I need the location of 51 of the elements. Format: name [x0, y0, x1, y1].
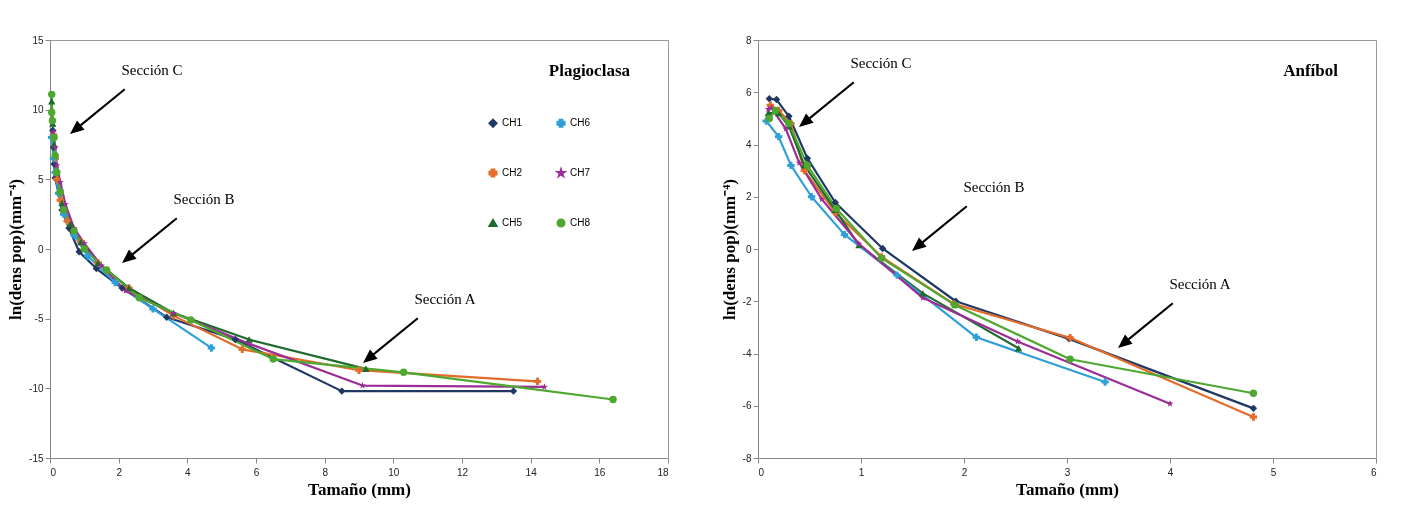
x-tick-label: 5	[1270, 466, 1277, 478]
y-tick-label: 0	[37, 243, 44, 255]
x-tick-label: 10	[388, 466, 400, 478]
y-axis-title: ln(dens pop)(mm⁻⁴)	[719, 179, 739, 320]
y-tick-label: 4	[745, 139, 752, 150]
x-tick-label: 1	[858, 466, 865, 478]
y-tick-label: -15	[29, 452, 44, 464]
y-tick-label: 2	[745, 191, 752, 203]
y-tick-label: -6	[742, 400, 752, 412]
y-tick-label: -8	[742, 452, 752, 464]
y-tick-label: -2	[742, 295, 752, 307]
x-tick-label: 0	[758, 466, 765, 478]
x-tick-label: 18	[657, 466, 669, 478]
x-tick-label: 14	[525, 466, 538, 478]
x-tick-label: 2	[116, 466, 123, 478]
y-tick-label: 0	[745, 243, 752, 255]
x-tick-label: 0	[50, 466, 57, 478]
annotation: Sección C	[850, 55, 912, 71]
x-tick-label: 4	[185, 466, 192, 478]
y-tick-label: -5	[34, 313, 44, 325]
annotation: Sección A	[414, 291, 476, 307]
legend-label: CH1	[502, 117, 523, 129]
legend-label: CH7	[570, 167, 591, 178]
x-axis-title: Tamaño (mm)	[1016, 479, 1119, 499]
legend-label: CH6	[570, 117, 591, 129]
annotation: Sección A	[1169, 276, 1231, 292]
annotation: Sección B	[963, 179, 1025, 195]
x-tick-label: 6	[253, 466, 260, 478]
x-axis-title: Tamaño (mm)	[308, 479, 411, 499]
y-tick-label: 15	[32, 34, 44, 46]
annotation: Sección C	[121, 62, 183, 78]
x-tick-label: 16	[594, 466, 606, 478]
legend-label: CH5	[502, 217, 523, 228]
y-tick-label: 6	[745, 86, 752, 98]
text: Plagioclasa	[548, 61, 631, 80]
y-tick-label: 5	[37, 173, 44, 185]
legend-label: CH2	[502, 167, 523, 178]
y-axis-title: ln(dens pop)(mm⁻⁴)	[6, 179, 26, 320]
y-tick-label: 10	[32, 104, 44, 116]
x-tick-label: 2	[961, 466, 968, 478]
y-tick-label: -4	[742, 348, 752, 359]
legend-label: CH8	[570, 217, 591, 228]
y-tick-label: -10	[29, 382, 44, 394]
y-tick-label: 8	[745, 34, 752, 46]
x-tick-label: 3	[1064, 466, 1071, 478]
x-tick-label: 8	[322, 466, 329, 478]
x-tick-label: 12	[456, 466, 469, 478]
annotation: Sección B	[173, 191, 235, 207]
x-tick-label: 4	[1167, 466, 1174, 478]
text: Anfíbol	[1283, 61, 1339, 80]
x-tick-label: 6	[1370, 466, 1377, 478]
